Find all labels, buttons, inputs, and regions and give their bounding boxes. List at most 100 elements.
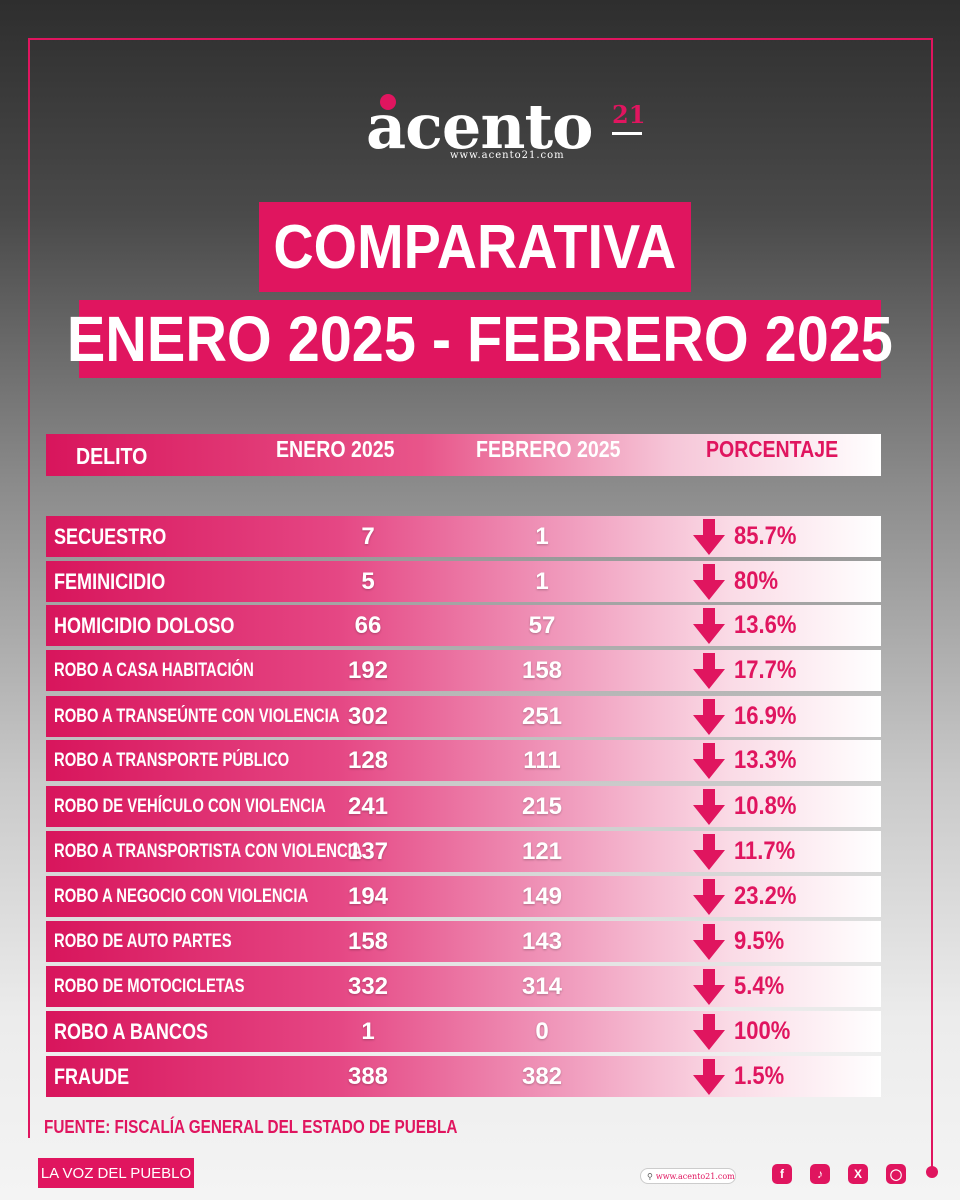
row-porcentaje: 11.7%	[734, 837, 796, 865]
table-row: ROBO DE AUTO PARTES 158 143 9.5%	[46, 921, 881, 962]
arrow-down-icon	[692, 1011, 726, 1052]
arrow-down-icon	[692, 786, 726, 827]
table-row: ROBO A TRANSPORTE PÚBLICO 128 111 13.3%	[46, 740, 881, 781]
footer-url-pill[interactable]: ⚲ www.acento21.com	[640, 1168, 736, 1184]
row-enero: 194	[347, 882, 389, 910]
arrow-down-icon	[692, 966, 726, 1007]
logo-url: www.acento21.com	[450, 150, 565, 161]
row-enero: 192	[347, 656, 389, 684]
row-febrero: 121	[521, 837, 563, 865]
row-porcentaje: 17.7%	[734, 656, 797, 684]
header-porcentaje: PORCENTAJE	[706, 436, 839, 462]
logo-accent-dot	[380, 94, 396, 110]
frame-line-left	[28, 38, 30, 1138]
row-porcentaje: 1.5%	[734, 1062, 785, 1090]
row-delito: ROBO A BANCOS	[54, 1018, 209, 1044]
row-delito: FRAUDE	[54, 1063, 130, 1089]
row-porcentaje: 16.9%	[734, 702, 797, 730]
row-porcentaje: 85.7%	[734, 522, 797, 550]
row-febrero: 251	[521, 702, 563, 730]
table-row: FRAUDE 388 382 1.5%	[46, 1056, 881, 1097]
row-febrero: 382	[521, 1062, 563, 1090]
table-row: SECUESTRO 7 1 85.7%	[46, 516, 881, 557]
row-delito: ROBO A TRANSPORTISTA CON VIOLENCIA	[54, 840, 363, 862]
row-febrero: 143	[521, 927, 563, 955]
logo-underline	[612, 132, 642, 135]
arrow-down-icon	[692, 831, 726, 872]
footer-tagline: LA VOZ DEL PUEBLO	[38, 1158, 194, 1188]
row-enero: 137	[347, 837, 389, 865]
row-enero: 388	[347, 1062, 389, 1090]
row-delito: FEMINICIDIO	[54, 568, 166, 594]
row-enero: 241	[347, 792, 389, 820]
tiktok-icon[interactable]: ♪	[810, 1164, 830, 1184]
logo-wordmark: acento	[366, 90, 593, 163]
row-enero: 332	[347, 972, 389, 1000]
row-febrero: 111	[523, 746, 561, 774]
header-febrero: FEBRERO 2025	[476, 436, 621, 462]
instagram-icon[interactable]: ◯	[886, 1164, 906, 1184]
row-porcentaje: 100%	[734, 1017, 791, 1045]
table-row: ROBO A BANCOS 1 0 100%	[46, 1011, 881, 1052]
frame-dot	[926, 1166, 938, 1178]
row-delito: ROBO DE AUTO PARTES	[54, 930, 232, 952]
arrow-down-icon	[692, 696, 726, 737]
row-delito: ROBO DE MOTOCICLETAS	[54, 975, 245, 997]
row-enero: 302	[347, 702, 389, 730]
x-icon[interactable]: X	[848, 1164, 868, 1184]
row-febrero: 1	[535, 567, 549, 595]
row-febrero: 57	[528, 611, 556, 639]
row-delito: HOMICIDIO DOLOSO	[54, 612, 235, 638]
table-row: ROBO A NEGOCIO CON VIOLENCIA 194 149 23.2%	[46, 876, 881, 917]
footer-url: www.acento21.com	[655, 1171, 735, 1181]
facebook-icon[interactable]: f	[772, 1164, 792, 1184]
title-line-2: ENERO 2025 - FEBRERO 2025	[67, 303, 893, 375]
table-row: ROBO A TRANSEÚNTE CON VIOLENCIA 302 251 16.…	[46, 696, 881, 737]
row-enero: 158	[347, 927, 389, 955]
row-porcentaje: 13.3%	[734, 746, 797, 774]
table-row: HOMICIDIO DOLOSO 66 57 13.6%	[46, 605, 881, 646]
arrow-down-icon	[692, 516, 726, 557]
table-header: DELITO ENERO 2025 FEBRERO 2025 PORCENTAJ…	[46, 434, 881, 476]
row-enero: 128	[347, 746, 389, 774]
row-enero: 66	[354, 611, 382, 639]
frame-line-right	[931, 38, 933, 1168]
header-enero: ENERO 2025	[276, 436, 395, 462]
row-febrero: 314	[521, 972, 563, 1000]
table-row: ROBO DE MOTOCICLETAS 332 314 5.4%	[46, 966, 881, 1007]
row-febrero: 0	[535, 1017, 549, 1045]
frame-line-top	[28, 38, 933, 40]
row-delito: ROBO A CASA HABITACIÓN	[54, 659, 254, 681]
table-row: ROBO A TRANSPORTISTA CON VIOLENCIA 137 121…	[46, 831, 881, 872]
row-porcentaje: 23.2%	[734, 882, 797, 910]
row-porcentaje: 80%	[734, 567, 779, 595]
row-porcentaje: 5.4%	[734, 972, 785, 1000]
row-porcentaje: 10.8%	[734, 792, 797, 820]
row-febrero: 158	[521, 656, 563, 684]
table-row: ROBO A CASA HABITACIÓN 192 158 17.7%	[46, 650, 881, 691]
row-febrero: 215	[521, 792, 563, 820]
row-porcentaje: 9.5%	[734, 927, 785, 955]
arrow-down-icon	[692, 740, 726, 781]
row-delito: ROBO A TRANSEÚNTE CON VIOLENCIA	[54, 705, 340, 727]
arrow-down-icon	[692, 605, 726, 646]
row-enero: 1	[361, 1017, 375, 1045]
row-porcentaje: 13.6%	[734, 611, 797, 639]
search-icon: ⚲	[647, 1171, 653, 1181]
table-row: ROBO DE VEHÍCULO CON VIOLENCIA 241 215 10.8…	[46, 786, 881, 827]
row-enero: 7	[361, 522, 375, 550]
title-banner-2: ENERO 2025 - FEBRERO 2025	[67, 300, 893, 378]
row-delito: SECUESTRO	[54, 523, 167, 549]
brand-logo: acento 21 www.acento21.com	[366, 92, 656, 172]
arrow-down-icon	[692, 921, 726, 962]
arrow-down-icon	[692, 1056, 726, 1097]
header-delito: DELITO	[76, 443, 148, 469]
source-note: FUENTE: FISCALÍA GENERAL DEL ESTADO DE P…	[44, 1117, 458, 1137]
row-delito: ROBO A NEGOCIO CON VIOLENCIA	[54, 885, 309, 907]
arrow-down-icon	[692, 876, 726, 917]
row-delito: ROBO A TRANSPORTE PÚBLICO	[54, 749, 290, 771]
row-febrero: 149	[521, 882, 563, 910]
logo-number: 21	[612, 100, 646, 129]
row-febrero: 1	[535, 522, 549, 550]
row-delito: ROBO DE VEHÍCULO CON VIOLENCIA	[54, 795, 326, 817]
